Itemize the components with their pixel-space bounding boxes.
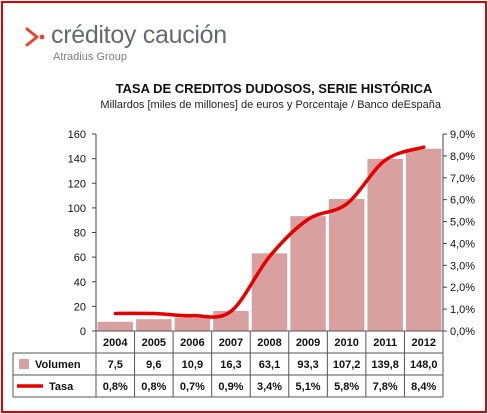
data-label-volumen-2010: 107,2 xyxy=(333,359,361,371)
brand-name: créditoy caución xyxy=(51,21,227,49)
data-label-volumen-2005: 9,6 xyxy=(146,359,161,371)
data-label-volumen-2006: 10,9 xyxy=(182,359,203,371)
data-label-volumen-2008: 63,1 xyxy=(259,359,280,371)
data-label-tasa-2005: 0,8% xyxy=(141,381,166,393)
y-right-tick-label: 4,0% xyxy=(450,238,475,250)
y-right-tick-label: 8,0% xyxy=(450,151,475,163)
data-label-volumen-2012: 148,0 xyxy=(410,359,438,371)
chart-subtitle: Millardos [miles de millones] de euros y… xyxy=(100,99,441,111)
legend-key-volumen xyxy=(19,359,29,369)
y-left-tick-label: 40 xyxy=(74,277,86,289)
x-tick-label-2004: 2004 xyxy=(103,337,128,349)
y-right-tick-label: 9,0% xyxy=(450,129,475,141)
x-tick-label-2009: 2009 xyxy=(296,337,320,349)
x-tick-label-2006: 2006 xyxy=(180,337,204,349)
data-label-volumen-2009: 93,3 xyxy=(297,359,318,371)
y-right-tick-label: 1,0% xyxy=(450,304,475,316)
y-left-tick-label: 80 xyxy=(74,228,86,240)
chart-title: TASA DE CREDITOS DUDOSOS, SERIE HISTÓRIC… xyxy=(115,81,433,96)
x-tick-label-2011: 2011 xyxy=(373,337,397,349)
data-label-tasa-2010: 5,8% xyxy=(334,381,359,393)
x-tick-label-2012: 2012 xyxy=(411,337,435,349)
x-tick-label-2005: 2005 xyxy=(142,337,166,349)
bar-2010 xyxy=(328,199,365,331)
bar-2006 xyxy=(174,317,211,331)
bar-2004 xyxy=(97,321,134,331)
data-label-tasa-2007: 0,9% xyxy=(218,381,243,393)
y-left-tick-label: 160 xyxy=(68,129,86,141)
y-left-tick-label: 120 xyxy=(68,178,86,190)
y-left-tick-label: 100 xyxy=(68,203,86,215)
bar-2009 xyxy=(290,216,326,331)
y-left-tick-label: 20 xyxy=(74,301,86,313)
bar-2011 xyxy=(367,158,403,331)
y-right-tick-label: 5,0% xyxy=(450,217,475,229)
data-label-volumen-2007: 16,3 xyxy=(220,359,241,371)
x-tick-label-2007: 2007 xyxy=(219,337,243,349)
y-right-tick-label: 0,0% xyxy=(450,326,475,338)
y-right-tick-label: 7,0% xyxy=(450,173,475,185)
x-tick-label-2008: 2008 xyxy=(257,337,281,349)
y-right-tick-label: 3,0% xyxy=(450,260,475,272)
bar-2005 xyxy=(136,319,172,331)
data-label-tasa-2004: 0,8% xyxy=(103,381,128,393)
y-left-tick-label: 140 xyxy=(68,154,86,166)
bar-2007 xyxy=(213,310,249,331)
x-tick-label-2010: 2010 xyxy=(334,337,358,349)
legend-label-tasa: Tasa xyxy=(49,381,74,393)
brand-subtitle: Atradius Group xyxy=(53,51,127,63)
data-label-tasa-2011: 7,8% xyxy=(373,381,398,393)
brand-chevron-icon xyxy=(25,27,45,47)
bar-2008 xyxy=(251,253,288,331)
bar-2012 xyxy=(405,148,442,331)
data-label-tasa-2012: 8,4% xyxy=(411,381,436,393)
y-right-tick-label: 2,0% xyxy=(450,282,475,294)
data-label-volumen-2011: 139,8 xyxy=(371,359,399,371)
data-label-tasa-2008: 3,4% xyxy=(257,381,282,393)
y-left-tick-label: 60 xyxy=(74,252,86,264)
y-left-tick-label: 0 xyxy=(80,326,86,338)
legend-label-volumen: Volumen xyxy=(35,359,81,371)
y-right-tick-label: 6,0% xyxy=(450,195,475,207)
data-label-tasa-2009: 5,1% xyxy=(296,381,321,393)
data-label-volumen-2004: 7,5 xyxy=(108,359,123,371)
data-label-tasa-2006: 0,7% xyxy=(180,381,205,393)
